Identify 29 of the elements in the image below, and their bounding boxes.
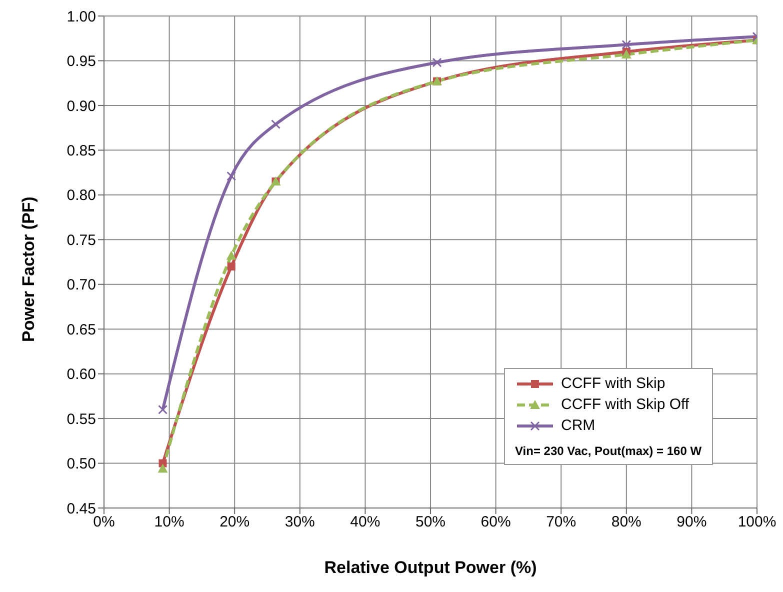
legend-label: CCFF with Skip [561,375,666,392]
legend-label: CRM [561,417,596,434]
y-tick-label: 0.60 [66,366,96,384]
y-tick-label: 0.65 [66,321,96,338]
x-axis-title: Relative Output Power (%) [324,558,537,577]
x-tick-label: 60% [480,514,511,531]
y-tick-label: 0.90 [66,98,96,115]
x-tick-label: 0% [93,514,115,531]
y-tick-label: 0.70 [66,276,96,294]
y-tick-label: 0.45 [66,500,96,518]
x-tick-label: 80% [611,514,642,531]
x-tick-label: 70% [546,514,576,531]
legend-label: CCFF with Skip Off [561,396,690,413]
y-tick-label: 0.80 [66,187,96,204]
x-tick-label: 50% [415,514,446,531]
x-tick-label: 90% [676,514,707,531]
y-axis-title: Power Factor (PF) [19,196,38,342]
y-tick-label: 0.55 [66,410,96,428]
x-tick-label: 30% [284,514,315,531]
y-tick-label: 0.50 [66,456,96,473]
y-tick-label: 0.85 [66,142,96,160]
x-tick-label: 20% [220,514,250,531]
x-tick-label: 40% [350,514,380,531]
x-tick-label: 100% [738,514,776,531]
y-tick-label: 0.95 [66,53,96,70]
y-tick-label: 0.75 [66,232,96,249]
annotation: Vin= 230 Vac, Pout(max) = 160 W [515,444,702,458]
x-tick-label: 10% [154,514,184,531]
y-tick-label: 1.00 [66,8,96,26]
